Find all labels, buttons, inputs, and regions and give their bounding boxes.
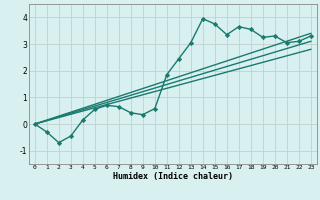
X-axis label: Humidex (Indice chaleur): Humidex (Indice chaleur): [113, 172, 233, 181]
